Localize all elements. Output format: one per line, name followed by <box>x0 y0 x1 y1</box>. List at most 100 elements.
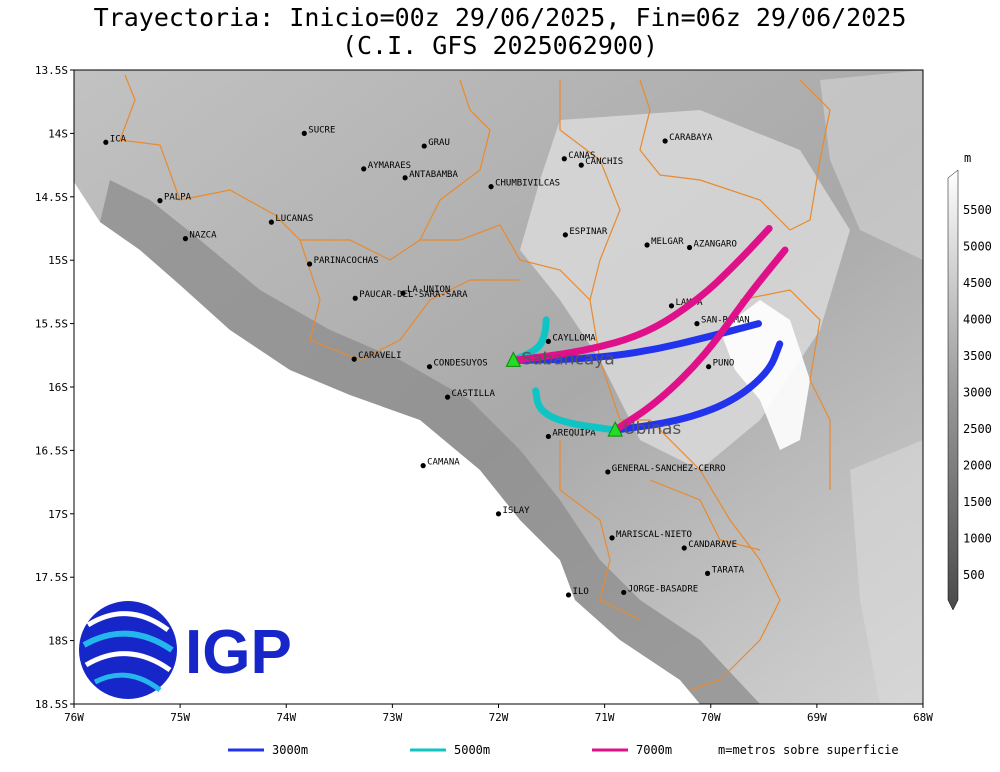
place-label: MELGAR <box>651 237 684 247</box>
place-label: CANCHIS <box>585 157 623 167</box>
colorbar-unit: m <box>964 151 971 165</box>
lat-tick-label: 15S <box>48 254 68 267</box>
lat-tick-label: 13.5S <box>35 64 68 77</box>
map-title-line2: (C.I. GFS 2025062900) <box>341 31 659 60</box>
place-label: LA-UNION <box>407 285 450 295</box>
lat-tick-label: 16S <box>48 381 68 394</box>
station-label: Sabancaya <box>521 349 614 369</box>
colorbar-level: 500 <box>963 568 985 582</box>
place-marker <box>420 463 426 469</box>
map-title-line1: Trayectoria: Inicio=00z 29/06/2025, Fin=… <box>93 3 907 32</box>
place-marker <box>495 511 502 517</box>
station-label: Ubinas <box>623 419 681 439</box>
place-label: SUCRE <box>308 125 335 135</box>
place-label: AYMARAES <box>368 161 411 171</box>
place-label: CAYLLOMA <box>552 333 596 343</box>
place-label: CANAS <box>568 151 595 161</box>
place-marker <box>605 469 611 475</box>
place-label: LUCANAS <box>275 214 313 224</box>
place-label: AREQUIPA <box>552 428 596 438</box>
place-marker <box>103 139 109 145</box>
place-marker <box>426 364 433 370</box>
place-marker <box>694 321 700 327</box>
place-label: MARISCAL-NIETO <box>616 530 692 540</box>
colorbar-level: 3500 <box>963 349 992 363</box>
place-label: ISLAY <box>503 506 531 516</box>
lon-tick-label: 74W <box>276 711 296 724</box>
place-marker <box>361 166 367 172</box>
place-marker <box>704 570 711 576</box>
place-marker <box>562 232 568 238</box>
lon-tick-label: 71W <box>595 711 615 724</box>
place-label: TARATA <box>712 565 745 575</box>
logo-text: IGP <box>185 618 292 687</box>
latitude-axis: 13.5S 14S 14.5S 15S 15.5S 16S 16.5S 17S 17.5S 18S… <box>35 64 74 711</box>
place-marker <box>662 138 668 144</box>
lat-tick-label: 17S <box>48 508 68 521</box>
legend-label: 3000m <box>272 743 308 757</box>
trajectory-ubinas-5000m <box>532 387 619 434</box>
place-marker <box>488 184 494 190</box>
place-marker <box>351 356 357 362</box>
lat-tick-label: 15.5S <box>35 318 68 331</box>
colorbar-level: 4500 <box>963 276 992 290</box>
station-marker <box>607 420 624 437</box>
colorbar-level: 2000 <box>963 459 992 473</box>
place-label: CANDARAVE <box>688 540 737 550</box>
colorbar-level: 1500 <box>963 495 992 509</box>
place-label: PARINACOCHAS <box>314 256 379 266</box>
elevation-colorbar: m 5500 5000 4500 4000 3500 3000 2500 2000 1500 10… <box>947 151 992 611</box>
lon-tick-label: 73W <box>382 711 402 724</box>
trajectory-paths <box>509 225 789 434</box>
legend-label: 7000m <box>636 743 672 757</box>
place-marker <box>182 236 189 242</box>
place-label: JORGE-BASADRE <box>628 584 698 594</box>
place-marker <box>668 303 675 309</box>
station-marker <box>505 351 522 367</box>
place-marker <box>545 338 551 344</box>
place-marker <box>609 535 615 541</box>
place-label: ANTABAMBA <box>409 170 458 180</box>
colorbar-level: 2500 <box>963 422 992 436</box>
place-label: CARAVELI <box>358 351 401 361</box>
lat-tick-label: 18.5S <box>35 698 68 711</box>
place-marker <box>306 261 313 267</box>
place-marker <box>706 364 712 370</box>
lat-tick-label: 18S <box>48 635 68 648</box>
trajectory-sabancaya-7000m <box>509 225 773 364</box>
legend-note: m=metros sobre superficie <box>718 743 899 757</box>
lon-tick-label: 76W <box>64 711 84 724</box>
place-marker <box>268 219 274 225</box>
place-label: NAZCA <box>189 231 217 241</box>
place-label: PUNO <box>713 359 735 369</box>
place-marker <box>686 244 693 251</box>
lon-tick-label: 75W <box>170 711 190 724</box>
lat-tick-label: 17.5S <box>35 571 68 584</box>
colorbar-level: 5500 <box>963 203 992 217</box>
place-label: CHUMBIVILCAS <box>495 179 560 189</box>
lat-tick-label: 16.5S <box>35 444 68 457</box>
place-marker <box>561 156 567 162</box>
place-label: CASTILLA <box>452 389 496 399</box>
trajectory-ubinas-3000m <box>611 340 784 434</box>
colorbar-level: 4000 <box>963 313 992 327</box>
place-label: ILO <box>573 587 589 597</box>
place-marker <box>621 589 627 596</box>
place-label: ESPINAR <box>569 227 608 237</box>
place-marker <box>578 162 584 168</box>
lon-tick-label: 72W <box>489 711 509 724</box>
place-label: PALPA <box>164 193 192 203</box>
lat-tick-label: 14.5S <box>35 191 68 204</box>
volcano-stations: Sabancaya Ubinas <box>505 349 681 439</box>
lon-tick-label: 69W <box>807 711 827 724</box>
place-marker <box>644 242 650 248</box>
place-marker <box>444 394 451 400</box>
colorbar-level: 1000 <box>963 532 992 546</box>
trajectory-legend: 3000m 5000m 7000m <box>228 743 672 757</box>
lat-tick-label: 14S <box>48 127 68 140</box>
place-marker <box>402 175 408 181</box>
place-marker <box>157 198 163 204</box>
place-marker <box>301 130 307 136</box>
admin-boundaries <box>119 74 831 691</box>
